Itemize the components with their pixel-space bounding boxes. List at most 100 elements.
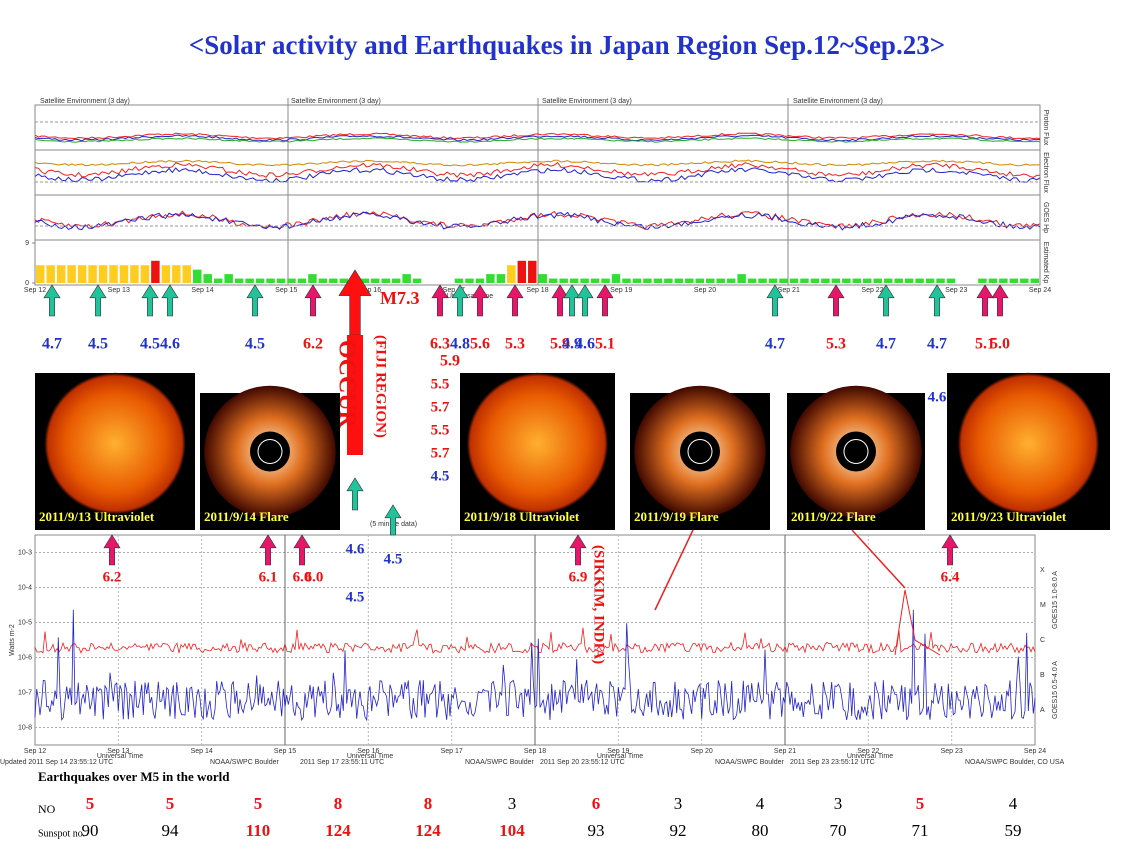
kp-bar: [538, 274, 547, 283]
kp-bar: [329, 278, 338, 283]
x-tick-label: Sep 15: [275, 287, 297, 294]
image-caption: 2011/9/23 Ultraviolet: [951, 509, 1067, 524]
kp-bar: [653, 278, 663, 283]
kp-bar: [852, 278, 862, 283]
kp-bar: [863, 278, 872, 283]
panel-header: Satellite Environment (3 day): [793, 98, 883, 105]
kp-bar: [528, 260, 537, 283]
x-tick-label: Sep 18: [526, 287, 548, 294]
kp-bar: [193, 269, 202, 283]
image-caption: 2011/9/18 Ultraviolet: [464, 509, 580, 524]
kp-bar: [747, 278, 757, 283]
x-tick-label: Sep 12: [24, 287, 46, 294]
kp-bar: [695, 278, 704, 283]
panel-label: GOES Hp: [1042, 202, 1049, 233]
xray-tick-label: 10-7: [18, 689, 32, 696]
no-value: 5: [916, 794, 925, 813]
panel-label: Proton Flux: [1042, 110, 1049, 146]
arrow: [506, 284, 524, 317]
no-value: 5: [166, 794, 175, 813]
pointer: [654, 529, 694, 611]
quake-label: 6.1: [259, 569, 278, 585]
kp-bar: [140, 265, 150, 283]
x-tick-label: Sep 17: [443, 287, 465, 294]
xray-x-label: Sep 17: [441, 748, 463, 755]
kp-bar: [308, 274, 317, 283]
panel-label: Electron Flux: [1042, 152, 1049, 193]
sun-disk: [957, 372, 1100, 515]
sunspot-value: 59: [1005, 821, 1022, 840]
quake-label: 5.7: [431, 445, 450, 461]
pointer: [851, 529, 906, 589]
xray-ylabel: Watts m-2: [9, 624, 16, 656]
kp-bar: [925, 278, 935, 283]
kp-bar: [674, 278, 684, 283]
arrow: [569, 534, 587, 566]
quake-label: 4.7: [927, 336, 947, 353]
no-value: 8: [334, 794, 343, 813]
big-event: M7.3: [380, 288, 420, 308]
x-tick-label: Sep 24: [1029, 287, 1051, 294]
quake-label: 4.7: [765, 336, 785, 353]
table-heading: Earthquakes over M5 in the world: [38, 769, 230, 784]
xray-x-label: Sep 19: [607, 748, 629, 755]
quake-label: 4.5: [140, 336, 160, 353]
kp-bar: [915, 278, 924, 283]
arrow: [766, 284, 784, 317]
arrow: [431, 284, 449, 317]
kp-bar: [88, 265, 97, 283]
xray-tick-label: 10-8: [18, 724, 32, 731]
xray-x-label: Sep 12: [24, 748, 46, 755]
sunspot-value: 104: [499, 821, 525, 840]
footer-text: NOAA/SWPC Boulder: [210, 759, 280, 766]
quake-label: 6.0: [305, 569, 324, 585]
kp-bar: [894, 278, 903, 283]
quake-label: 4.6: [346, 541, 365, 557]
kp-bar: [371, 278, 380, 283]
xray-tick-label: 10-5: [18, 619, 32, 626]
big-arrow-shaft: [347, 335, 363, 455]
arrow: [293, 534, 311, 566]
kp-bar: [559, 278, 568, 283]
no-value: 4: [756, 794, 765, 813]
occulter: [680, 431, 720, 472]
sunspot-value: 94: [162, 821, 180, 840]
sunspot-value: 71: [912, 821, 929, 840]
arrow: [338, 269, 372, 336]
kp-bar: [266, 278, 275, 283]
kp-bar: [318, 278, 328, 283]
quake-label: 5.1: [975, 336, 995, 353]
kp-bar: [1009, 278, 1019, 283]
kp-bar: [685, 278, 694, 283]
x-tick-label: Sep 13: [108, 287, 130, 294]
flare-class: X: [1040, 567, 1045, 574]
arrow: [991, 284, 1009, 317]
sun-disk: [466, 372, 609, 515]
no-value: 6: [592, 794, 601, 813]
quake-label: 4.7: [42, 336, 62, 353]
footer-text: 2011 Sep 23 23:55:12 UTC: [790, 759, 875, 766]
kp-bar: [1020, 278, 1029, 283]
xray-axis-label: Universal Time: [597, 753, 643, 760]
kp-bar: [46, 265, 55, 283]
kp-bar: [842, 278, 851, 283]
kp-bar: [412, 278, 422, 283]
axis-label: Universal Time: [447, 293, 493, 300]
occulter: [250, 431, 290, 472]
kp-bar: [716, 278, 725, 283]
kp-bar: [873, 278, 882, 283]
xray-x-label: Sep 18: [524, 748, 546, 755]
quake-label: 6.3: [430, 336, 450, 353]
kp-bar: [999, 278, 1008, 283]
kp-bar: [475, 278, 485, 283]
xray-x-label: Sep 20: [691, 748, 713, 755]
kp-bar: [276, 278, 286, 283]
kp-bar: [601, 278, 610, 283]
quake-label: 5.3: [505, 336, 525, 353]
trace: [34, 159, 1040, 167]
trace: [34, 137, 1041, 143]
x-tick-label: Sep 21: [778, 287, 800, 294]
title: <Solar activity and Earthquakes in Japan…: [189, 30, 945, 60]
kp-bar: [507, 265, 516, 283]
kp-bar: [486, 274, 495, 283]
